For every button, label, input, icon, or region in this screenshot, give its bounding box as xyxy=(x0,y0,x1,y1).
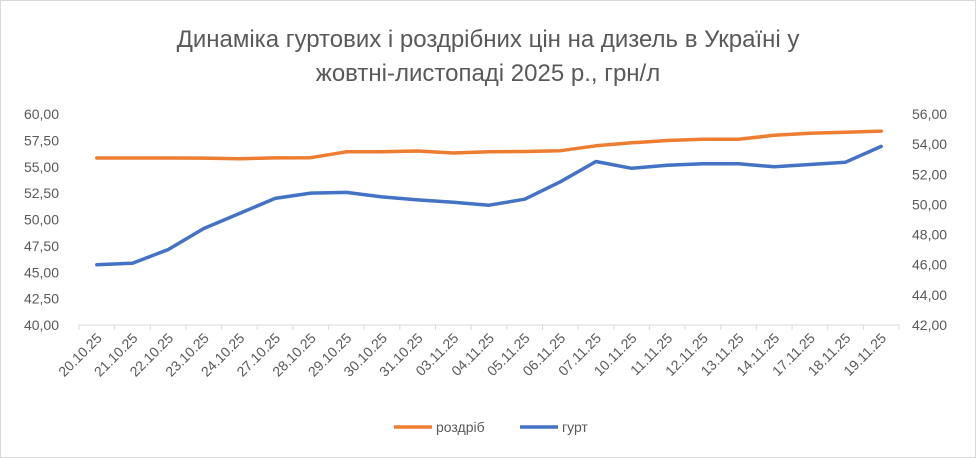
right-axis-tick-label: 46,00 xyxy=(912,257,947,273)
legend-label: роздріб xyxy=(436,419,485,435)
right-axis-tick-label: 50,00 xyxy=(912,196,947,212)
left-axis-tick-label: 60,00 xyxy=(24,106,59,122)
left-axis-tick-label: 52,50 xyxy=(24,185,59,201)
left-axis-tick-label: 55,00 xyxy=(24,159,59,175)
right-axis-tick-label: 54,00 xyxy=(912,136,947,152)
series-line-wholesale xyxy=(95,144,883,267)
right-axis-tick-label: 52,00 xyxy=(912,166,947,182)
right-axis-tick-label: 56,00 xyxy=(912,106,947,122)
left-axis-tick-label: 57,50 xyxy=(24,132,59,148)
x-axis-ticks: 20.10.2521.10.2522.10.2523.10.2524.10.25… xyxy=(55,330,889,380)
axes xyxy=(78,324,900,330)
right-axis-tick-label: 42,00 xyxy=(912,317,947,333)
left-axis-ticks: 40,00 42,50 45,00 47,50 50,00 52,50 55,00 57,50… xyxy=(24,106,59,333)
chart-title-line-2: жовтні-листопаді 2025 р., грн/л xyxy=(316,60,660,87)
right-axis-ticks: 42,00 44,00 46,00 48,00 50,00 52,00 54,00 56,00 xyxy=(912,106,947,333)
chart-title-line-1: Динаміка гуртових і роздрібних цін на ди… xyxy=(177,26,800,53)
left-axis-tick-label: 47,50 xyxy=(24,238,59,254)
right-axis-tick-label: 44,00 xyxy=(912,287,947,303)
right-axis-tick-label: 48,00 xyxy=(912,227,947,243)
left-axis-tick-label: 42,50 xyxy=(24,291,59,307)
series-line-retail xyxy=(95,129,883,161)
left-axis-tick-label: 50,00 xyxy=(24,212,59,228)
legend-label: гурт xyxy=(562,419,588,435)
left-axis-tick-label: 40,00 xyxy=(24,317,59,333)
left-axis-tick-label: 45,00 xyxy=(24,264,59,280)
series-layer xyxy=(95,129,883,267)
legend: роздріб гурт xyxy=(394,419,588,435)
